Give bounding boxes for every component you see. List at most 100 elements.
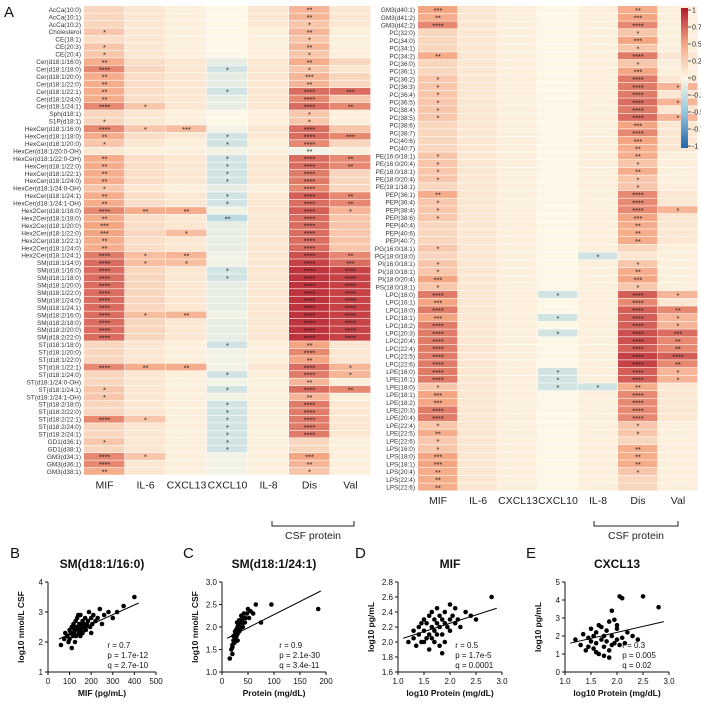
heatmap-row-label: Cer(d18:1/20:0) [36,74,81,81]
heatmap-cell [498,175,538,183]
heatmap-cell [418,260,458,268]
heatmap-cell [498,367,538,375]
heatmap-significance: * [226,162,229,171]
heatmap-cell [658,36,698,44]
heatmap-cell [538,21,578,29]
heatmap-significance: **** [632,75,644,84]
heatmap-cell [289,155,330,162]
heatmap-cell [207,318,248,326]
heatmap-cell [84,363,125,371]
heatmap-cell [207,259,248,267]
heatmap-significance: **** [304,103,316,112]
heatmap-cell [618,106,658,114]
heatmap-cell [125,199,166,207]
heatmap-significance: ** [635,152,641,161]
heatmap-significance: * [144,259,147,268]
heatmap-cell [125,348,166,356]
heatmap-cell [330,125,371,133]
heatmap-cell [418,414,458,422]
heatmap-cell [458,121,498,129]
heatmap-cell [330,326,371,334]
heatmap-significance: ** [143,207,149,216]
heatmap-cell [578,421,618,429]
heatmap-significance: * [557,291,560,300]
heatmap-row-label: GD1(d36:1) [48,439,81,446]
heatmap-cell [289,415,330,423]
heatmap-cell [289,65,330,73]
heatmap-cell [289,229,330,237]
heatmap-significance: *** [434,6,443,15]
heatmap-cell [658,198,698,206]
heatmap-cell [330,192,371,200]
heatmap-cell [498,152,538,160]
heatmap-cell [538,360,578,368]
heatmap-cell [166,371,207,378]
heatmap-cell [207,348,248,356]
heatmap-significance: * [226,170,229,179]
heatmap-significance: * [637,283,640,292]
heatmap-cell [125,445,166,453]
heatmap-cell [166,6,207,13]
heatmap-cell [658,314,698,322]
heatmap-cell [125,259,166,267]
heatmap-cell [418,160,458,168]
heatmap-cell [207,162,248,170]
heatmap-row-label: PC(34:2) [389,53,415,60]
heatmap-significance: **** [345,311,357,320]
heatmap-cell [207,169,248,177]
heatmap-row-label: LPS(16:0) [386,446,415,453]
heatmap-cell [248,438,289,445]
heatmap-cell [84,236,125,244]
x-axis-label: Protein (mg/dL) [243,688,306,698]
y-tick-label: 4 [39,578,44,587]
heatmap-significance: **** [99,266,111,275]
heatmap-cell [538,414,578,422]
heatmap-cell [538,59,578,67]
heatmap-significance: * [437,383,440,392]
heatmap-cell [618,321,658,329]
heatmap-cell [330,378,371,386]
heatmap-significance: * [437,245,440,254]
heatmap-cell [538,183,578,191]
heatmap-cell [125,229,166,237]
colorbar-tick-label: 0 [692,75,696,82]
heatmap-row-label: HexCer(d18:1/24:1) [25,193,81,200]
heatmap-cell [166,393,207,401]
heatmap-cell [289,251,330,259]
heatmap-cell [458,406,498,414]
heatmap-cell [248,43,289,51]
heatmap-cell [207,229,248,237]
heatmap-significance: ** [435,14,441,23]
heatmap-cell [538,429,578,437]
scatter-point [640,594,646,599]
heatmap-cell [418,329,458,337]
scatter-point [411,628,416,634]
heatmap-cell [125,169,166,177]
heatmap-cell [166,169,207,177]
heatmap-row-label: HexCer(d18:1/16:0) [25,126,81,133]
heatmap-significance: *** [674,329,683,338]
heatmap-significance: * [308,65,311,74]
heatmap-cell [289,281,330,289]
heatmap-cell [418,67,458,75]
heatmap-cell [458,59,498,67]
stat-text: r = 0.3 [622,641,645,650]
heatmap-cell [248,95,289,103]
heatmap-significance: **** [304,214,316,223]
heatmap-cell [84,251,125,259]
heatmap-cell [538,383,578,391]
heatmap-cell [418,98,458,106]
heatmap-cell [498,121,538,129]
heatmap-significance: * [637,422,640,431]
heatmap-cell [330,453,371,460]
heatmap-cell [289,304,330,311]
heatmap-cell [84,87,125,95]
heatmap-cell [418,360,458,368]
heatmap-row-label: GM3(d42:2) [381,23,415,30]
heatmap-significance: * [226,65,229,74]
heatmap-cell [248,102,289,110]
heatmap-cell [125,289,166,296]
heatmap-cell [538,252,578,260]
heatmap-cell [618,375,658,383]
heatmap-significance: * [226,266,229,275]
